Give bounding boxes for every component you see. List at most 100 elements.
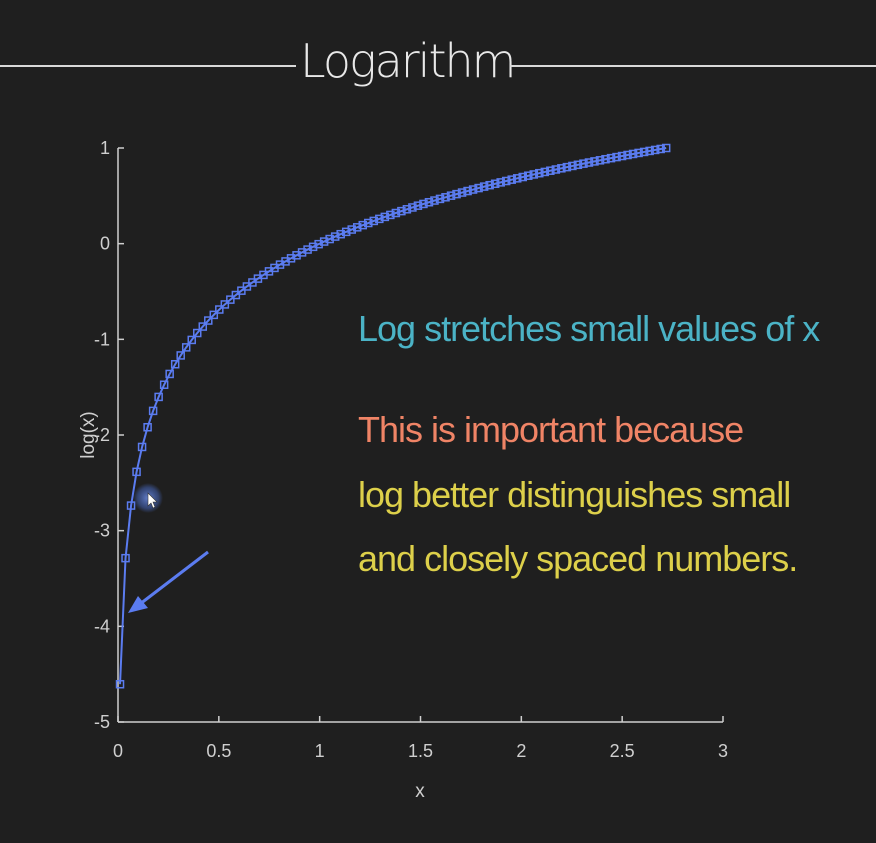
data-point-marker (490, 179, 500, 189)
data-point-marker (501, 176, 511, 186)
annotation-distinguishes: log better distinguishes small (358, 474, 791, 515)
x-tick-label: 2.5 (610, 741, 635, 761)
data-point-marker (397, 206, 406, 216)
data-point-marker (452, 189, 461, 199)
data-point-marker (369, 216, 379, 226)
data-point-marker (507, 175, 516, 184)
y-tick-label: -5 (94, 712, 110, 732)
y-tick-label: 1 (100, 138, 110, 158)
data-point-marker (181, 343, 191, 352)
data-point-marker (496, 178, 505, 187)
y-tick-label: -4 (94, 616, 110, 636)
data-point-marker (215, 305, 224, 314)
data-point-marker (303, 245, 312, 254)
data-point-marker (220, 300, 230, 309)
pointer-arrow (128, 550, 209, 613)
slide-title: Logarithm (300, 34, 516, 88)
log-series-markers (115, 143, 671, 689)
x-tick-label: 2 (516, 741, 526, 761)
data-point-marker (413, 201, 423, 210)
data-point-marker (463, 186, 472, 196)
x-tick-label: 3 (718, 741, 728, 761)
data-point-marker (479, 182, 489, 191)
data-point-marker (474, 183, 483, 193)
data-point-marker (590, 157, 599, 166)
mouse-cursor-icon (147, 492, 158, 509)
data-point-marker (535, 168, 544, 178)
data-point-marker (165, 369, 174, 379)
data-point-marker (121, 553, 130, 563)
data-point-marker (386, 210, 395, 220)
data-point-marker (617, 151, 627, 161)
data-point-marker (341, 227, 351, 237)
data-point-marker (661, 143, 671, 153)
data-point-marker (435, 194, 445, 204)
x-tick-label: 1.5 (408, 741, 433, 761)
data-point-marker (540, 167, 550, 177)
data-point-marker (148, 406, 158, 416)
data-point-marker (645, 146, 654, 156)
data-point-marker (551, 165, 561, 174)
data-point-marker (352, 223, 362, 232)
data-point-marker (408, 203, 417, 212)
data-point-marker (634, 148, 643, 158)
data-point-marker (623, 150, 632, 160)
data-point-marker (391, 208, 401, 218)
data-point-marker (143, 422, 152, 432)
data-point-marker (176, 351, 185, 360)
data-point-marker (198, 322, 208, 331)
data-point-marker (529, 170, 539, 179)
data-point-marker (375, 214, 384, 224)
y-tick-label: 0 (100, 234, 110, 254)
y-tick-label: -2 (94, 425, 110, 445)
data-point-marker (518, 172, 527, 182)
data-point-marker (524, 171, 533, 180)
data-point-marker (424, 197, 434, 207)
data-point-marker (579, 159, 588, 168)
title-rule-left (0, 65, 296, 67)
x-axis-label: x (415, 781, 425, 802)
data-point-marker (612, 152, 621, 162)
data-point-marker (468, 185, 478, 194)
y-tick-label: -3 (94, 521, 110, 541)
y-axis-label: log(x) (78, 411, 99, 459)
data-point-marker (137, 442, 147, 452)
data-point-marker (159, 380, 169, 389)
data-point-marker (132, 467, 141, 477)
x-tick-label: 0 (113, 741, 123, 761)
data-point-marker (319, 237, 329, 246)
x-ticks: 0 0.5 1 1.5 2 2.5 3 (113, 716, 728, 761)
annotation-important: This is important because (358, 409, 744, 450)
data-point-marker (419, 199, 428, 209)
title-rule-right (510, 65, 876, 67)
data-point-marker (226, 295, 235, 304)
data-point-marker (347, 225, 356, 234)
data-point-marker (628, 149, 638, 159)
data-point-marker (209, 310, 219, 320)
data-point-marker (402, 205, 412, 214)
annotation-stretch: Log stretches small values of x (358, 308, 820, 349)
data-point-marker (126, 501, 136, 510)
data-point-marker (568, 161, 577, 171)
data-point-marker (330, 232, 340, 241)
data-point-marker (557, 164, 566, 173)
data-point-marker (546, 166, 555, 175)
data-point-marker (314, 239, 323, 249)
data-point-marker (170, 359, 180, 369)
data-point-marker (584, 158, 594, 167)
data-point-marker (336, 229, 345, 239)
data-point-marker (193, 328, 202, 338)
y-ticks: -5 -4 -3 -2 -1 0 1 (94, 138, 124, 732)
data-point-marker (358, 220, 368, 230)
data-point-marker (231, 290, 241, 300)
data-point-marker (446, 191, 456, 200)
data-point-marker (601, 154, 610, 164)
data-point-marker (639, 147, 649, 157)
data-point-marker (441, 193, 450, 202)
data-point-marker (650, 145, 660, 155)
data-point-marker (364, 218, 373, 228)
data-point-marker (187, 335, 196, 345)
data-point-marker (562, 162, 572, 172)
